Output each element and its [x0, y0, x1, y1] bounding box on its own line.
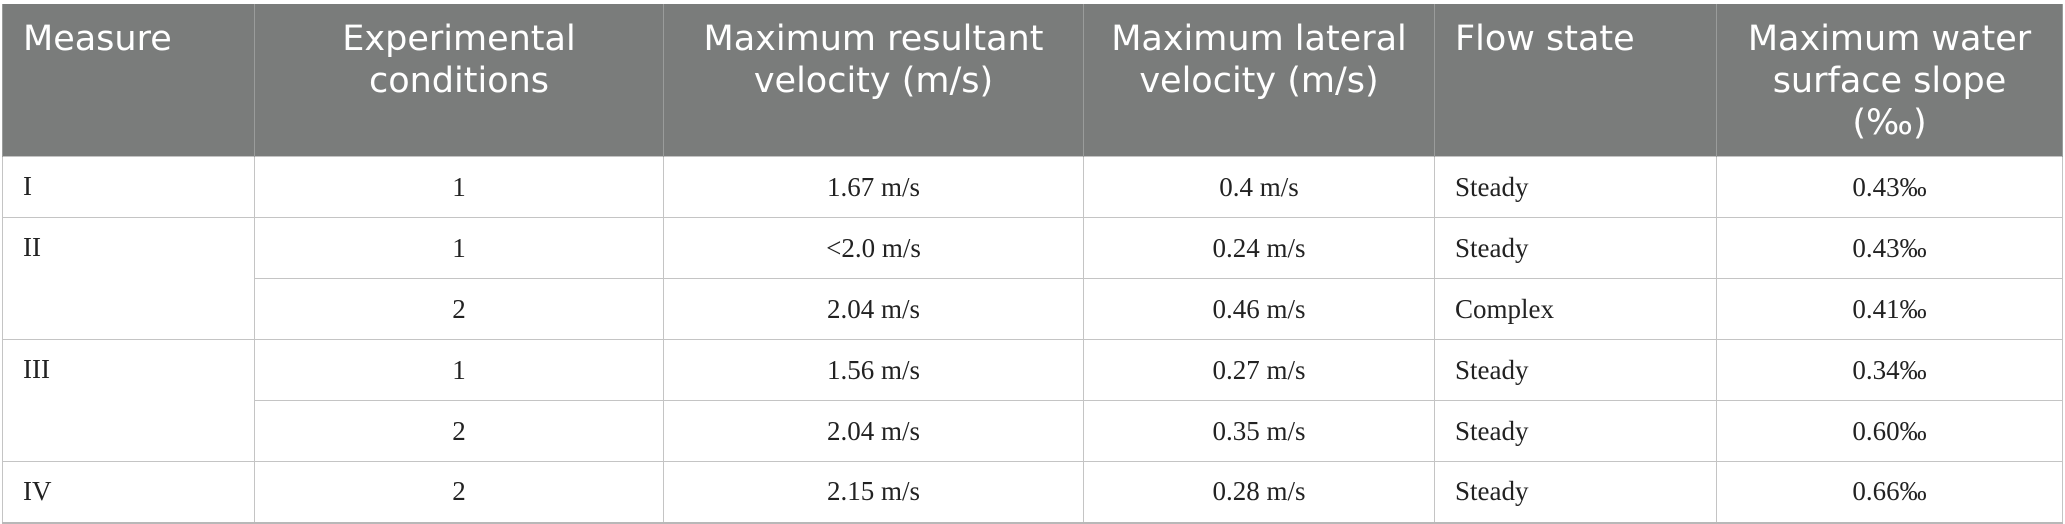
resultant-velocity-cell: 1.56 m/s	[663, 339, 1084, 401]
lateral-velocity-cell: 0.4 m/s	[1083, 156, 1435, 218]
water-surface-slope-cell: 0.43‰	[1716, 156, 2063, 218]
resultant-velocity-cell: 1.67 m/s	[663, 156, 1084, 218]
header-measure: Measure	[2, 4, 255, 157]
table-header: Measure Experimental conditions Maximum …	[2, 4, 2063, 157]
flow-state-cell: Steady	[1434, 339, 1717, 401]
lateral-velocity-cell: 0.35 m/s	[1083, 400, 1435, 462]
measure-cell: I	[2, 156, 255, 218]
header-max-resultant-velocity: Maximum resultant velocity (m/s)	[663, 4, 1084, 157]
resultant-velocity-cell: 2.04 m/s	[663, 278, 1084, 340]
measure-cell: IV	[2, 461, 255, 524]
header-max-lateral-velocity: Maximum lateral velocity (m/s)	[1083, 4, 1435, 157]
lateral-velocity-cell: 0.46 m/s	[1083, 278, 1435, 340]
water-surface-slope-cell: 0.34‰	[1716, 339, 2063, 401]
flow-state-cell: Steady	[1434, 461, 1717, 524]
flow-state-cell: Steady	[1434, 400, 1717, 462]
water-surface-slope-cell: 0.66‰	[1716, 461, 2063, 524]
header-max-water-surface-slope: Maximum water surface slope (‰)	[1716, 4, 2063, 157]
table-row: III 1 1.56 m/s 0.27 m/s Steady 0.34‰	[2, 339, 2063, 462]
condition-cell: 1	[254, 156, 664, 218]
table-row: II 1 <2.0 m/s 0.24 m/s Steady 0.43‰	[2, 217, 2063, 340]
flow-state-cell: Steady	[1434, 156, 1717, 218]
resultant-velocity-cell: 2.15 m/s	[663, 461, 1084, 524]
measure-cell: II	[2, 217, 255, 340]
table-row: IV 2 2.15 m/s 0.28 m/s Steady 0.66‰	[2, 461, 2063, 524]
condition-cell: 2	[254, 400, 664, 462]
table-row: 2 2.04 m/s 0.35 m/s Steady 0.60‰	[3, 400, 2063, 462]
lateral-velocity-cell: 0.24 m/s	[1083, 217, 1435, 279]
header-row: Measure Experimental conditions Maximum …	[2, 4, 2063, 157]
table-row: 2 2.04 m/s 0.46 m/s Complex 0.41‰	[3, 278, 2063, 340]
water-surface-slope-cell: 0.60‰	[1716, 400, 2063, 462]
condition-cell: 1	[254, 217, 664, 279]
table-row: I 1 1.67 m/s 0.4 m/s Steady 0.43‰	[2, 156, 2063, 218]
resultant-velocity-cell: <2.0 m/s	[663, 217, 1084, 279]
data-table: Measure Experimental conditions Maximum …	[2, 4, 2063, 524]
resultant-velocity-cell: 2.04 m/s	[663, 400, 1084, 462]
water-surface-slope-cell: 0.43‰	[1716, 217, 2063, 279]
flow-state-cell: Steady	[1434, 217, 1717, 279]
flow-state-cell: Complex	[1434, 278, 1717, 340]
header-experimental-conditions: Experimental conditions	[254, 4, 664, 157]
condition-cell: 1	[254, 339, 664, 401]
condition-cell: 2	[254, 278, 664, 340]
header-flow-state: Flow state	[1434, 4, 1717, 157]
table-body: I 1 1.67 m/s 0.4 m/s Steady 0.43‰ II 1 <…	[2, 156, 2063, 524]
lateral-velocity-cell: 0.27 m/s	[1083, 339, 1435, 401]
condition-cell: 2	[254, 461, 664, 524]
measure-cell: III	[2, 339, 255, 462]
water-surface-slope-cell: 0.41‰	[1716, 278, 2063, 340]
lateral-velocity-cell: 0.28 m/s	[1083, 461, 1435, 524]
